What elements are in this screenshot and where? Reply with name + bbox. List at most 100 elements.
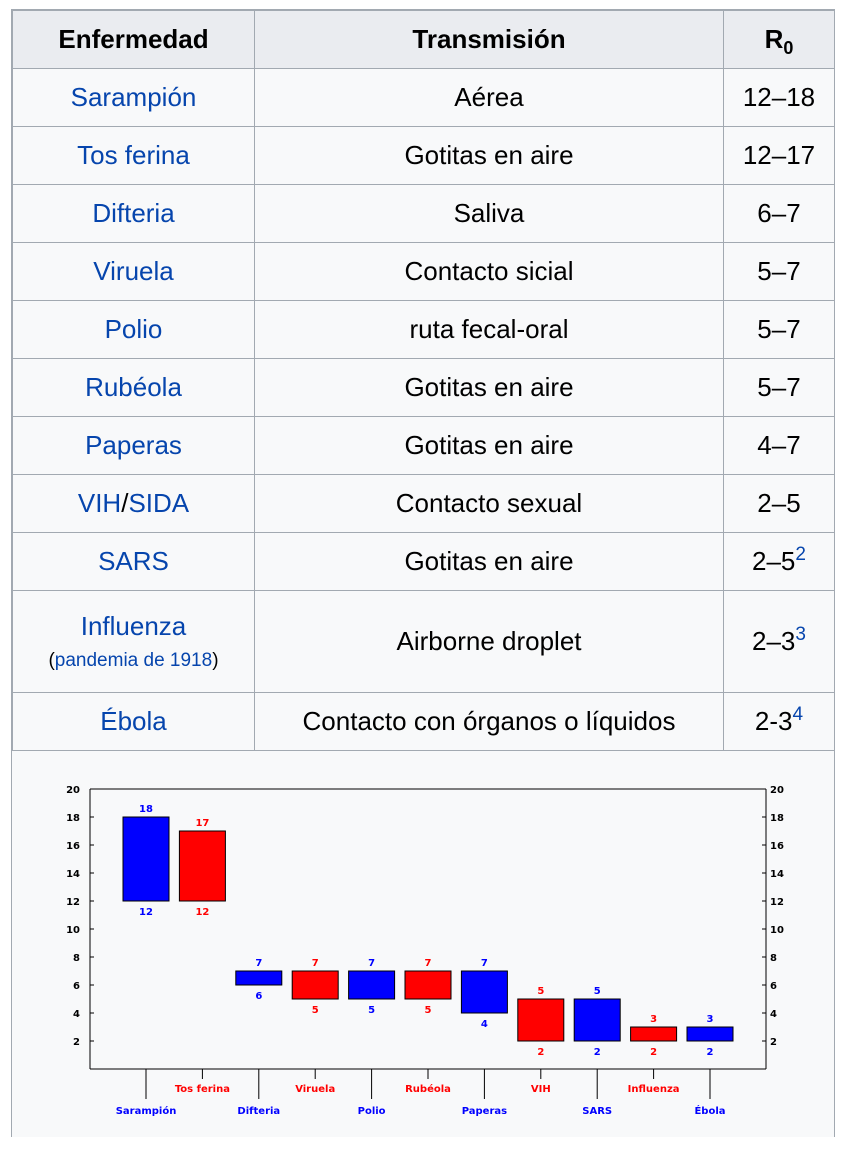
x-category-label: Polio [358,1106,386,1117]
header-r0-label: R [764,24,784,54]
table-row: Tos ferina Gotitas en aire 12–17 [12,126,835,185]
y-tick-label-right: 14 [770,869,784,880]
chart-area: 2 2 4 4 6 6 8 8 10 10 12 12 14 14 16 16 18 18 20 20 18 12 Sara… [12,750,834,1137]
pandemic-link[interactable]: pandemia de 1918 [54,650,213,671]
table-row: Rubéola Gotitas en aire 5–7 [12,358,835,417]
y-tick-label-right: 20 [770,785,784,796]
disease-cell: Paperas [12,416,255,475]
table-row: Sarampión Aérea 12–18 [12,68,835,127]
r0-value: 2–3 [752,626,796,656]
y-tick-label-right: 18 [770,813,784,824]
x-category-label: Sarampión [116,1105,177,1117]
disease-link[interactable]: Tos ferina [77,140,190,170]
r0-cell: 2–5 [723,474,835,533]
range-bar [573,998,621,1042]
transmission-cell: Airborne droplet [254,590,724,693]
transmission-cell: Contacto con órganos o líquidos [254,692,724,751]
y-tick-label-right: 12 [770,897,784,908]
transmission-cell: Contacto sexual [254,474,724,533]
bar-high-label: 3 [650,1014,657,1025]
disease-link[interactable]: Viruela [93,256,174,286]
header-r0-subscript: 0 [783,38,794,58]
disease-cell: SARS [12,532,255,591]
table-row: Influenza (pandemia de 1918) Airborne dro… [12,590,835,693]
note-open-paren: ( [48,650,55,671]
y-tick-label-left: 14 [66,869,80,880]
r0-cell: 5–7 [723,242,835,301]
reference-link[interactable]: 4 [792,704,804,725]
range-bar [235,970,283,986]
r0-cell: 12–17 [723,126,835,185]
bar-low-label: 5 [425,1005,432,1016]
table-row: VIH/SIDA Contacto sexual 2–5 [12,474,835,533]
x-category-label: Influenza [628,1084,680,1095]
reference-link[interactable]: 2 [795,544,806,565]
transmission-cell: Gotitas en aire [254,126,724,185]
r0-value: 12–17 [742,140,816,170]
r0-value: 5–7 [757,256,801,286]
transmission-cell: Gotitas en aire [254,416,724,475]
transmission-cell: Contacto sicial [254,242,724,301]
range-bar [460,970,508,1014]
table-header-row: Enfermedad Transmisión R0 [12,10,835,69]
disease-link[interactable]: Polio [104,314,163,344]
range-bar [348,970,396,1000]
r0-table: Enfermedad Transmisión R0 Sarampión Aére… [12,10,835,751]
disease-link[interactable]: Difteria [92,198,175,228]
r0-cell: 2–33 [723,590,835,693]
y-tick-label-left: 10 [66,925,80,936]
y-tick-label-left: 16 [66,841,80,852]
transmission-cell: Gotitas en aire [254,358,724,417]
bar-low-label: 12 [139,907,153,918]
disease-link[interactable]: Rubéola [85,372,182,402]
transmission-cell: Gotitas en aire [254,532,724,591]
disease-separator: / [121,488,129,518]
disease-cell: Difteria [12,184,255,243]
header-transmission: Transmisión [254,10,724,69]
transmission-cell: Saliva [254,184,724,243]
table-row: Polio ruta fecal-oral 5–7 [12,300,835,359]
r0-value: 2-3 [754,706,793,736]
disease-link-sida[interactable]: SIDA [128,488,190,518]
y-tick-label-right: 2 [770,1037,777,1048]
reference-link[interactable]: 3 [795,624,806,645]
disease-link[interactable]: SARS [98,546,169,576]
disease-link[interactable]: Paperas [85,430,182,460]
y-tick-label-right: 6 [770,981,777,992]
range-bar [686,1026,734,1042]
disease-link[interactable]: Influenza [80,611,187,641]
note-close-paren: ) [212,650,219,671]
r0-cell: 2-34 [723,692,835,751]
disease-link-vih[interactable]: VIH [77,488,122,518]
disease-cell: Viruela [12,242,255,301]
table-row: Viruela Contacto sicial 5–7 [12,242,835,301]
disease-link[interactable]: Sarampión [70,82,197,112]
y-tick-label-right: 4 [770,1009,777,1020]
r0-cell: 12–18 [723,68,835,127]
bar-low-label: 5 [368,1005,375,1016]
transmission-cell: ruta fecal-oral [254,300,724,359]
y-tick-label-left: 18 [66,813,80,824]
bar-high-label: 5 [594,986,601,997]
x-category-label: Tos ferina [175,1084,230,1095]
x-category-label: Rubéola [405,1083,451,1095]
bar-low-label: 5 [312,1005,319,1016]
bar-high-label: 7 [425,958,432,969]
disease-cell: Influenza (pandemia de 1918) [12,590,255,693]
x-category-label: VIH [531,1084,551,1095]
range-bar [122,816,170,902]
x-category-label: Paperas [462,1106,507,1117]
bar-high-label: 5 [537,986,544,997]
bar-high-label: 3 [707,1014,714,1025]
header-disease: Enfermedad [12,10,255,69]
r0-value: 4–7 [757,430,801,460]
range-bar [630,1026,678,1042]
disease-cell: Tos ferina [12,126,255,185]
y-tick-label-right: 8 [770,953,777,964]
r0-cell: 5–7 [723,300,835,359]
r0-cell: 4–7 [723,416,835,475]
bar-low-label: 4 [481,1019,488,1030]
disease-link[interactable]: Ébola [100,706,167,736]
bar-high-label: 17 [195,818,209,829]
header-r0: R0 [723,10,835,69]
